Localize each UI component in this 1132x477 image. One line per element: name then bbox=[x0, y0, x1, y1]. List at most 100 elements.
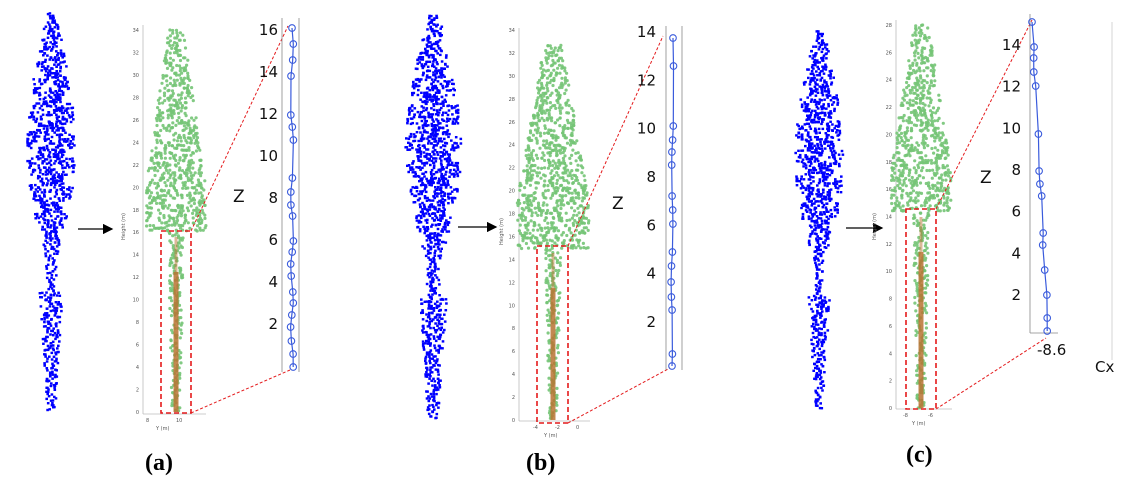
y-tick-b-1: -2 bbox=[555, 425, 560, 431]
skeleton-node bbox=[669, 62, 678, 70]
skeleton-node bbox=[668, 350, 677, 358]
height-tick: 4 bbox=[136, 365, 139, 371]
z-tick: 6 bbox=[268, 231, 278, 249]
z-label-c: Z bbox=[980, 168, 992, 188]
z-tick: 6 bbox=[1011, 203, 1021, 221]
skeleton-node bbox=[288, 288, 297, 296]
height-tick: 32 bbox=[509, 51, 515, 57]
height-tick: 14 bbox=[886, 215, 892, 221]
y-tick-c-1: -6 bbox=[928, 413, 933, 419]
skeleton-node bbox=[1037, 192, 1046, 200]
height-tick: 6 bbox=[889, 324, 892, 330]
z-tick: 12 bbox=[637, 71, 656, 89]
height-tick: 22 bbox=[133, 163, 139, 169]
height-tick: 2 bbox=[512, 395, 515, 401]
green-canopy-c bbox=[889, 23, 953, 410]
skeleton-node bbox=[287, 72, 295, 80]
height-tick: 30 bbox=[133, 73, 139, 79]
skeleton-node bbox=[669, 122, 678, 130]
height-tick: 8 bbox=[889, 297, 892, 303]
z-tick: 2 bbox=[646, 313, 656, 331]
skeleton-node bbox=[287, 311, 296, 319]
skeleton-node bbox=[288, 24, 296, 32]
skeleton-node bbox=[669, 220, 677, 228]
skeleton-node bbox=[667, 278, 675, 286]
z-tick: 2 bbox=[1011, 286, 1021, 304]
skeleton-node bbox=[1030, 43, 1038, 51]
skeleton-node bbox=[288, 56, 297, 64]
height-tick: 18 bbox=[886, 160, 892, 166]
stem-b bbox=[550, 253, 556, 420]
skeleton-node bbox=[287, 201, 295, 209]
caption-c: (c) bbox=[906, 442, 933, 468]
skeleton-node bbox=[667, 262, 676, 270]
height-tick: 28 bbox=[509, 97, 515, 103]
height-tick: 28 bbox=[886, 23, 892, 29]
skeleton-node bbox=[288, 212, 297, 220]
skeleton-node bbox=[1043, 327, 1052, 335]
skeleton-node bbox=[288, 174, 297, 182]
skeleton-node bbox=[668, 362, 676, 370]
skeleton-node bbox=[667, 161, 676, 169]
skeleton-node bbox=[289, 136, 298, 144]
height-tick: 22 bbox=[886, 105, 892, 111]
height-tick: 6 bbox=[136, 343, 139, 349]
height-tick: 2 bbox=[889, 379, 892, 385]
crop-box-a bbox=[160, 230, 192, 414]
height-tick: 20 bbox=[509, 189, 515, 195]
height-tick: 24 bbox=[133, 140, 139, 146]
y-axis-label-a: Y (m) bbox=[155, 426, 169, 432]
height-tick: 20 bbox=[133, 185, 139, 191]
z-label-b: Z bbox=[612, 194, 624, 214]
skeleton-node bbox=[289, 350, 297, 358]
y-axis-label-b: Y (m) bbox=[543, 433, 557, 439]
y-tick-c-0: -8 bbox=[903, 413, 908, 419]
z-tick: 16 bbox=[259, 21, 278, 39]
y-axis-label-c: Y (m) bbox=[911, 421, 925, 427]
skeleton-node bbox=[286, 323, 295, 331]
height-tick: 12 bbox=[886, 242, 892, 248]
z-tick: 4 bbox=[646, 265, 656, 283]
height-tick: 10 bbox=[509, 303, 515, 309]
blue-tree-a bbox=[26, 12, 76, 412]
stem-c bbox=[918, 217, 924, 408]
zoom-line-b-bottom bbox=[567, 367, 671, 424]
z-tick: 12 bbox=[259, 105, 278, 123]
skeleton-plot-a: Z 2 4 6 8 10 12 14 16 bbox=[233, 18, 300, 372]
height-tick: 24 bbox=[509, 143, 515, 149]
height-tick: 14 bbox=[133, 253, 139, 259]
skeleton-node bbox=[286, 260, 295, 268]
z-tick: 8 bbox=[1011, 161, 1021, 179]
height-tick: 0 bbox=[136, 410, 139, 416]
zoom-line-b-top bbox=[567, 35, 664, 247]
skeleton-node bbox=[1035, 167, 1043, 175]
skeleton-node bbox=[1043, 291, 1051, 299]
height-tick: 6 bbox=[512, 349, 515, 355]
skeleton-node bbox=[288, 123, 297, 131]
height-tick: 0 bbox=[889, 406, 892, 412]
height-tick: 34 bbox=[509, 28, 515, 34]
skeleton-node bbox=[1040, 266, 1049, 274]
cx-tick-c: -8.6 bbox=[1037, 341, 1066, 359]
height-tick: 22 bbox=[509, 166, 515, 172]
z-tick: 2 bbox=[268, 315, 278, 333]
skeleton-node bbox=[668, 192, 676, 200]
zoom-line-a-bottom bbox=[190, 369, 291, 414]
z-tick: 8 bbox=[646, 168, 656, 186]
skeleton-node bbox=[289, 363, 298, 371]
height-tick: 16 bbox=[133, 230, 139, 236]
skeleton-node bbox=[286, 188, 295, 196]
skeleton-plot-c: Z 2 4 6 8 10 12 14 -8.6 Cx bbox=[980, 14, 1114, 376]
crop-box-c bbox=[905, 208, 937, 410]
skeleton-node bbox=[668, 306, 676, 314]
z-tick: 14 bbox=[1002, 36, 1021, 54]
height-tick: 16 bbox=[886, 187, 892, 193]
height-tick: 18 bbox=[509, 212, 515, 218]
skeleton-node bbox=[289, 237, 298, 245]
skeleton-node bbox=[1043, 314, 1052, 322]
height-tick: 26 bbox=[509, 120, 515, 126]
